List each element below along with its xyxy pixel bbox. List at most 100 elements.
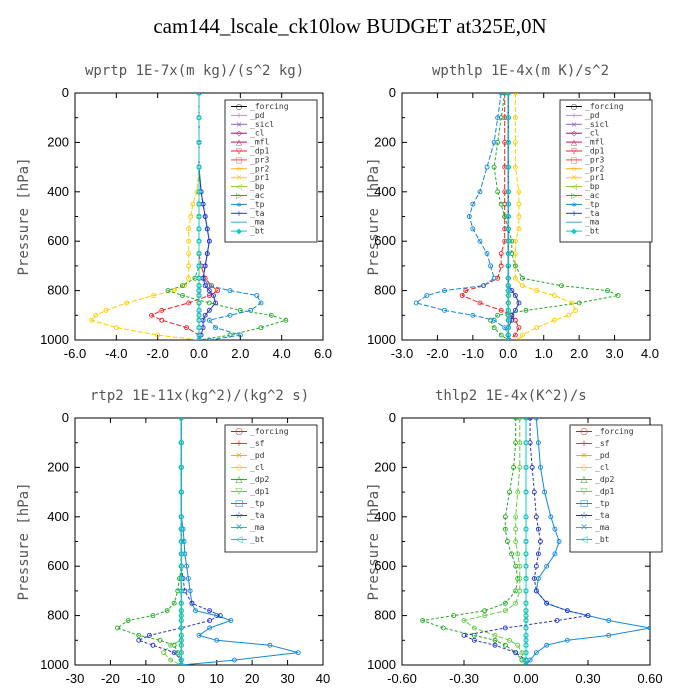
series-point: [517, 464, 523, 470]
legend-marker: ▷: [236, 191, 242, 200]
series-point: [178, 600, 184, 606]
series-point: [461, 632, 467, 638]
series-point: [505, 300, 511, 306]
panel-3: rtp2 1E-11x(kg^2)/(kg^2 s) Pressure [hPa]…: [16, 388, 330, 686]
series-point: [202, 312, 208, 318]
series-point: [196, 115, 202, 121]
y-axis-label: Pressure [hPa]: [16, 482, 32, 600]
y-tick-label: 800: [374, 283, 396, 298]
y-axis-label: Pressure [hPa]: [366, 482, 382, 600]
legend-marker: △: [581, 475, 588, 485]
series-point: [206, 300, 212, 306]
series-point: [502, 164, 508, 170]
series-line-pr1: [90, 93, 200, 340]
series-point: [511, 464, 517, 470]
series-point: [516, 189, 522, 195]
x-tick-label: 2.0: [231, 346, 249, 361]
series-point: [513, 526, 519, 532]
series-point: [178, 625, 184, 631]
series-point: [214, 637, 220, 643]
x-tick-label: 3.0: [606, 346, 624, 361]
series-point: [512, 139, 518, 145]
series-point: [164, 608, 170, 614]
series-point: [442, 307, 447, 313]
series-point: [552, 526, 558, 532]
series-point: [178, 464, 184, 470]
series-point: [196, 201, 202, 207]
series-point: [248, 307, 254, 313]
series-point: [182, 551, 188, 557]
legend-label: _pr1: [585, 173, 604, 182]
series-point: [509, 551, 514, 557]
legend-marker: ☆: [235, 511, 243, 521]
series-point: [505, 293, 511, 298]
series-point: [196, 93, 202, 96]
legend-label: _bt: [250, 535, 265, 544]
series-point: [175, 588, 181, 594]
series-point: [178, 650, 184, 656]
series-point: [461, 618, 467, 623]
series-point: [180, 283, 185, 289]
series-point: [159, 317, 165, 323]
legend: ○ _forcing + _sf × _pd ◇ _cl △ _dp2 ▽ _dp1 □ _tp ☆ _ta ✕…: [569, 424, 663, 553]
series-point: [552, 551, 558, 557]
series-point: [498, 115, 504, 121]
series-point: [196, 238, 202, 244]
series-point: [523, 608, 529, 614]
legend-marker: ◁: [571, 182, 577, 191]
series-point: [217, 613, 223, 619]
series-point: [507, 637, 512, 643]
series-point: [515, 489, 521, 495]
series-point: [515, 642, 521, 648]
series-point: [211, 293, 216, 298]
series-point: [491, 164, 497, 170]
series-point: [544, 642, 550, 648]
legend-label: _ac: [250, 191, 265, 200]
x-tick-label: -2.0: [146, 346, 168, 361]
series-point: [215, 288, 221, 294]
series-point: [516, 214, 522, 219]
series-point: [606, 618, 612, 623]
series-point: [534, 288, 540, 294]
series-point: [523, 657, 529, 663]
series-point: [615, 293, 621, 298]
series-point: [538, 464, 543, 470]
series-point: [523, 440, 529, 446]
series-point: [491, 275, 497, 281]
series-point: [523, 563, 529, 569]
series-point: [517, 563, 523, 569]
series-point: [495, 139, 501, 145]
series-point: [512, 164, 518, 170]
series-point: [523, 514, 529, 520]
series-point: [533, 514, 539, 520]
y-tick-label: 600: [47, 558, 69, 573]
series-point: [544, 563, 550, 569]
legend-marker: ○: [236, 102, 243, 111]
series-point: [463, 288, 469, 294]
series-point: [168, 657, 174, 663]
legend-marker: +: [580, 439, 588, 449]
series-point: [477, 238, 483, 244]
series-point: [505, 93, 511, 96]
y-tick-label: 400: [374, 509, 396, 524]
series-point: [159, 307, 165, 313]
series-point: [512, 317, 518, 323]
series-point: [440, 625, 446, 631]
legend-marker: ▽: [581, 487, 588, 497]
series-point: [502, 526, 508, 532]
series-point: [171, 650, 177, 656]
series-point: [505, 288, 511, 294]
legend-label: _bp: [250, 182, 265, 191]
series-point: [213, 325, 218, 331]
series-point: [502, 642, 508, 648]
legend-marker: ◆: [571, 227, 577, 236]
x-tick-label: -6.0: [64, 346, 86, 361]
series-point: [606, 632, 612, 638]
series-point: [498, 332, 504, 338]
series-point: [509, 238, 515, 244]
series-point: [513, 539, 519, 544]
legend-label: _ta: [585, 209, 600, 218]
legend-label: _pr2: [585, 164, 604, 173]
series-point: [178, 613, 184, 619]
series-point: [505, 275, 511, 281]
